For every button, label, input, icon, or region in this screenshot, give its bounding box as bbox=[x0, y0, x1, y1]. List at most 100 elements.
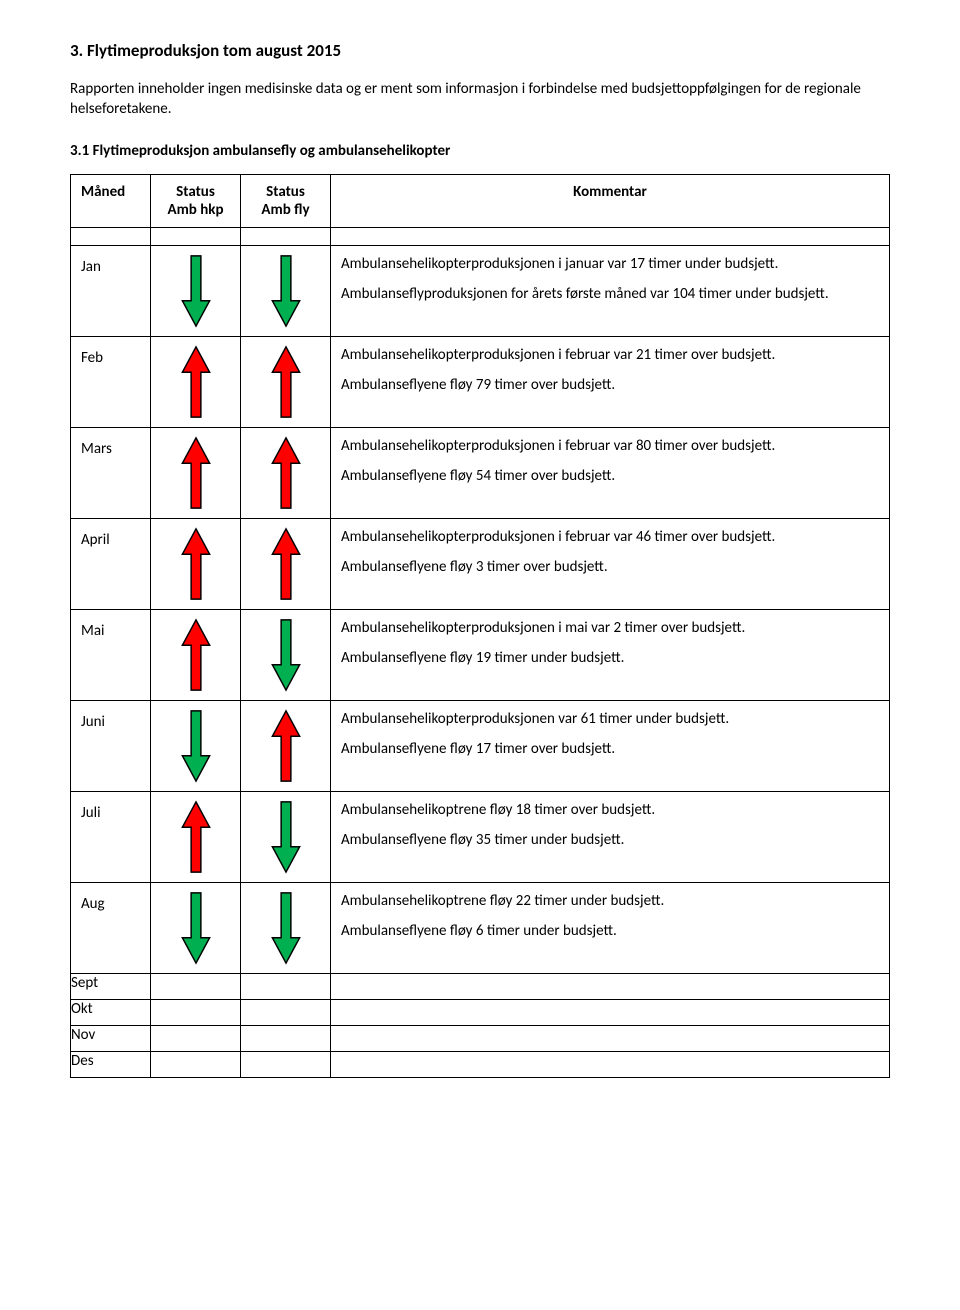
status-fly-cell bbox=[241, 518, 331, 609]
arrow-down-icon bbox=[270, 616, 302, 694]
month-cell: Juli bbox=[71, 791, 151, 882]
kommentar-paragraph: Ambulanseflyproduksjonen for årets først… bbox=[341, 284, 879, 304]
status-fly-cell bbox=[241, 1025, 331, 1051]
arrow-up-icon bbox=[180, 434, 212, 512]
kommentar-cell bbox=[331, 1025, 890, 1051]
table-header-row: Måned Status Amb hkp Status Amb fly Komm… bbox=[71, 174, 890, 227]
kommentar-paragraph: Ambulanseflyene fløy 35 timer under buds… bbox=[341, 830, 879, 850]
table-row: Mars Ambulansehelikopterproduksjonen i fe… bbox=[71, 427, 890, 518]
status-fly-cell bbox=[241, 427, 331, 518]
table-row: Nov bbox=[71, 1025, 890, 1051]
arrow-up-icon bbox=[180, 798, 212, 876]
month-cell: Nov bbox=[71, 1025, 151, 1051]
status-hkp-cell bbox=[151, 336, 241, 427]
intro-paragraph: Rapporten inneholder ingen medisinske da… bbox=[70, 79, 890, 120]
header-spacer-row bbox=[71, 227, 890, 245]
status-hkp-cell bbox=[151, 1051, 241, 1077]
month-cell: Okt bbox=[71, 999, 151, 1025]
kommentar-paragraph: Ambulansehelikopterproduksjonen i februa… bbox=[341, 527, 879, 547]
col-status-fly: Status Amb fly bbox=[241, 174, 331, 227]
status-hkp-cell bbox=[151, 245, 241, 336]
status-hkp-cell bbox=[151, 973, 241, 999]
status-hkp-cell bbox=[151, 427, 241, 518]
section-heading: 3. Flytimeproduksjon tom august 2015 bbox=[70, 40, 890, 61]
status-fly-cell bbox=[241, 999, 331, 1025]
table-row: Juli Ambulansehelikoptrene fløy 18 timer … bbox=[71, 791, 890, 882]
kommentar-cell bbox=[331, 973, 890, 999]
kommentar-paragraph: Ambulansehelikoptrene fløy 18 timer over… bbox=[341, 800, 879, 820]
month-cell: Jan bbox=[71, 245, 151, 336]
kommentar-cell: Ambulansehelikopterproduksjonen i januar… bbox=[331, 245, 890, 336]
month-cell: Sept bbox=[71, 973, 151, 999]
arrow-down-icon bbox=[180, 707, 212, 785]
status-fly-cell bbox=[241, 1051, 331, 1077]
status-hkp-cell bbox=[151, 1025, 241, 1051]
month-cell: Juni bbox=[71, 700, 151, 791]
status-fly-cell bbox=[241, 245, 331, 336]
table-row: Juni Ambulansehelikopterproduksjonen var … bbox=[71, 700, 890, 791]
kommentar-paragraph: Ambulanseflyene fløy 19 timer under buds… bbox=[341, 648, 879, 668]
flytime-table: Måned Status Amb hkp Status Amb fly Komm… bbox=[70, 174, 890, 1078]
arrow-down-icon bbox=[270, 252, 302, 330]
month-cell: Mars bbox=[71, 427, 151, 518]
arrow-down-icon bbox=[270, 798, 302, 876]
arrow-up-icon bbox=[180, 343, 212, 421]
status-fly-cell bbox=[241, 973, 331, 999]
kommentar-paragraph: Ambulanseflyene fløy 79 timer over budsj… bbox=[341, 375, 879, 395]
kommentar-paragraph: Ambulansehelikopterproduksjonen i mai va… bbox=[341, 618, 879, 638]
kommentar-cell: Ambulansehelikopterproduksjonen i mai va… bbox=[331, 609, 890, 700]
kommentar-paragraph: Ambulanseflyene fløy 3 timer over budsje… bbox=[341, 557, 879, 577]
arrow-up-icon bbox=[180, 616, 212, 694]
col-status-hkp: Status Amb hkp bbox=[151, 174, 241, 227]
status-hkp-cell bbox=[151, 999, 241, 1025]
kommentar-paragraph: Ambulansehelikopterproduksjonen i januar… bbox=[341, 254, 879, 274]
month-cell: Aug bbox=[71, 882, 151, 973]
kommentar-cell: Ambulansehelikoptrene fløy 22 timer unde… bbox=[331, 882, 890, 973]
table-row: April Ambulansehelikopterproduksjonen i f… bbox=[71, 518, 890, 609]
kommentar-paragraph: Ambulanseflyene fløy 6 timer under budsj… bbox=[341, 921, 879, 941]
kommentar-paragraph: Ambulansehelikopterproduksjonen i februa… bbox=[341, 345, 879, 365]
month-cell: Feb bbox=[71, 336, 151, 427]
arrow-up-icon bbox=[270, 434, 302, 512]
kommentar-cell bbox=[331, 999, 890, 1025]
status-hkp-cell bbox=[151, 609, 241, 700]
kommentar-cell: Ambulansehelikopterproduksjonen i februa… bbox=[331, 427, 890, 518]
month-cell: April bbox=[71, 518, 151, 609]
kommentar-cell: Ambulansehelikoptrene fløy 18 timer over… bbox=[331, 791, 890, 882]
table-row: Jan Ambulansehelikopterproduksjonen i jan… bbox=[71, 245, 890, 336]
status-hkp-cell bbox=[151, 791, 241, 882]
status-hkp-cell bbox=[151, 700, 241, 791]
arrow-up-icon bbox=[180, 525, 212, 603]
kommentar-cell: Ambulansehelikopterproduksjonen i februa… bbox=[331, 336, 890, 427]
kommentar-paragraph: Ambulanseflyene fløy 17 timer over budsj… bbox=[341, 739, 879, 759]
col-month: Måned bbox=[71, 174, 151, 227]
status-fly-cell bbox=[241, 791, 331, 882]
kommentar-cell: Ambulansehelikopterproduksjonen var 61 t… bbox=[331, 700, 890, 791]
arrow-down-icon bbox=[180, 252, 212, 330]
table-row: Aug Ambulansehelikoptrene fløy 22 timer u… bbox=[71, 882, 890, 973]
kommentar-paragraph: Ambulansehelikopterproduksjonen i februa… bbox=[341, 436, 879, 456]
kommentar-paragraph: Ambulansehelikoptrene fløy 22 timer unde… bbox=[341, 891, 879, 911]
arrow-up-icon bbox=[270, 707, 302, 785]
table-row: Des bbox=[71, 1051, 890, 1077]
kommentar-cell: Ambulansehelikopterproduksjonen i februa… bbox=[331, 518, 890, 609]
table-row: Okt bbox=[71, 999, 890, 1025]
kommentar-cell bbox=[331, 1051, 890, 1077]
status-fly-cell bbox=[241, 336, 331, 427]
table-row: Feb Ambulansehelikopterproduksjonen i feb… bbox=[71, 336, 890, 427]
col-kommentar: Kommentar bbox=[331, 174, 890, 227]
status-fly-cell bbox=[241, 882, 331, 973]
arrow-down-icon bbox=[270, 889, 302, 967]
subsection-heading: 3.1 Flytimeproduksjon ambulansefly og am… bbox=[70, 142, 890, 160]
arrow-down-icon bbox=[180, 889, 212, 967]
status-hkp-cell bbox=[151, 882, 241, 973]
month-cell: Mai bbox=[71, 609, 151, 700]
status-fly-cell bbox=[241, 700, 331, 791]
month-cell: Des bbox=[71, 1051, 151, 1077]
arrow-up-icon bbox=[270, 343, 302, 421]
arrow-up-icon bbox=[270, 525, 302, 603]
kommentar-paragraph: Ambulanseflyene fløy 54 timer over budsj… bbox=[341, 466, 879, 486]
kommentar-paragraph: Ambulansehelikopterproduksjonen var 61 t… bbox=[341, 709, 879, 729]
status-fly-cell bbox=[241, 609, 331, 700]
status-hkp-cell bbox=[151, 518, 241, 609]
